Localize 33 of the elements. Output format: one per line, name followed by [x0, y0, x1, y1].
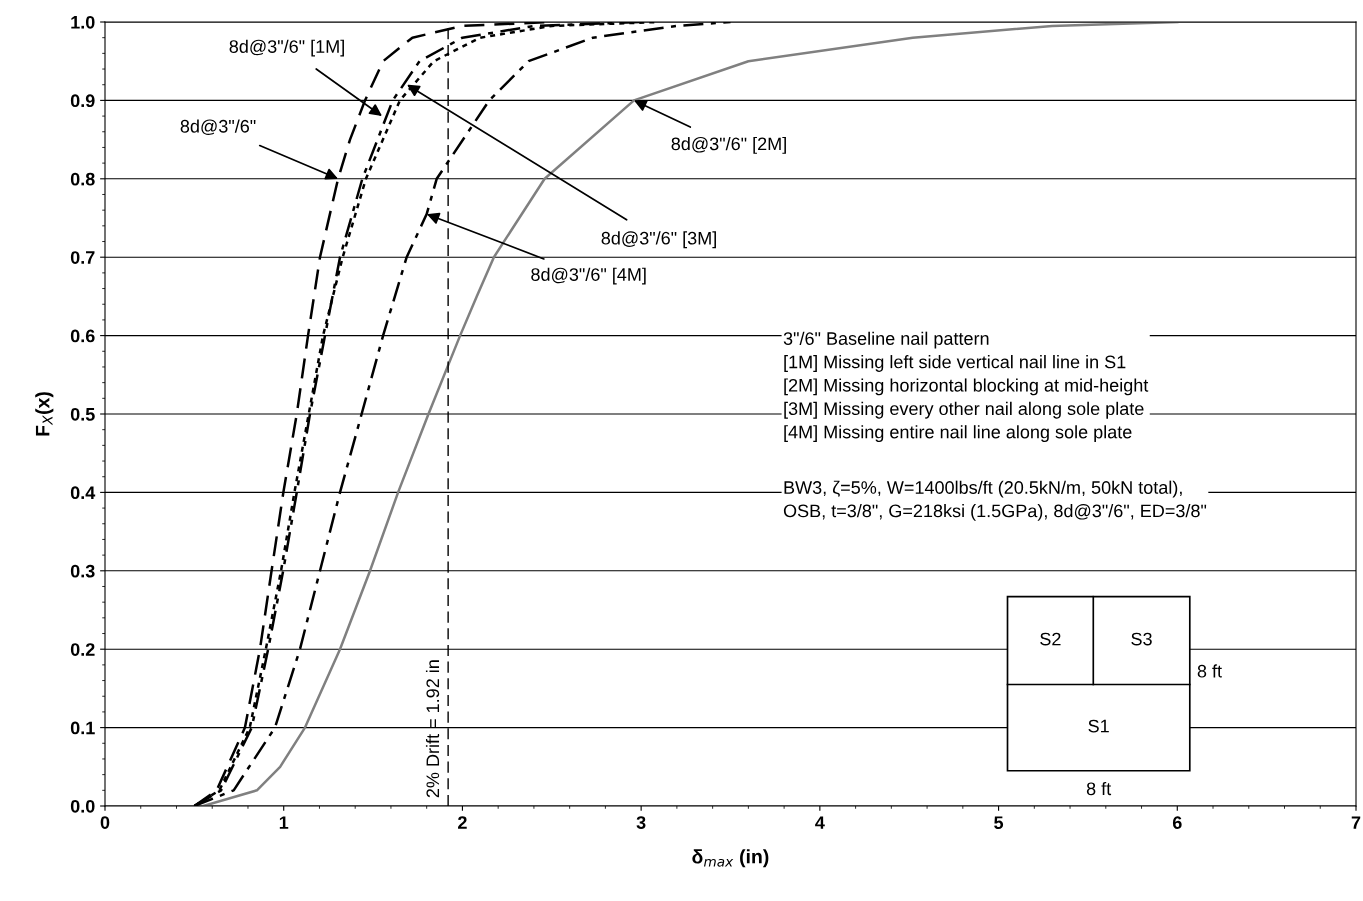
y-axis-title: F$_{X}$(x)	[35, 392, 54, 436]
annotation: 8d@3"/6" [1M]	[229, 39, 344, 57]
y-tick-label: 0.6	[70, 329, 95, 343]
y-tick-label: 0.1	[70, 721, 95, 735]
annotation: 3"/6" Baseline nail pattern [1M] Missing left side vertical nail line in S1 [2M] Missing horizontal blocking at mid-height [3M] Missing every other nail along sole plate [4M] Missing entire nail line along sole plate	[783, 331, 1149, 443]
x-tick-label: 0	[100, 816, 110, 829]
x-tick-label: 5	[994, 816, 1004, 829]
annotation: 8d@3"/6" [2M]	[671, 136, 786, 154]
annotation: S2	[1040, 632, 1061, 646]
y-tick-label: 0.5	[70, 407, 95, 421]
x-tick-label: 6	[1172, 816, 1182, 829]
annotation: S1	[1088, 719, 1109, 733]
annotation: 8 ft	[1086, 781, 1112, 796]
annotation: 8d@3"/6" [3M]	[601, 231, 716, 249]
x-tick-label: 1	[279, 816, 289, 829]
y-tick-label: 0.3	[70, 564, 95, 578]
y-tick-label: 0.0	[70, 799, 95, 813]
y-tick-label: 0.4	[70, 486, 96, 500]
y-tick-label: 0.8	[70, 172, 95, 186]
y-tick-label: 0.2	[70, 643, 95, 656]
x-tick-label: 2	[458, 816, 467, 829]
annotation: 8 ft	[1197, 664, 1222, 678]
x-tick-label: 3	[636, 816, 646, 830]
annotation: S3	[1131, 632, 1152, 646]
y-tick-label: 0.7	[70, 251, 95, 264]
annotation: 8d@3"/6" [4M]	[531, 267, 646, 285]
x-tick-label: 4	[815, 816, 825, 829]
x-tick-label: 7	[1351, 816, 1361, 829]
y-tick-label: 0.9	[70, 94, 95, 108]
annotation: 8d@3"/6"	[180, 119, 256, 135]
x-axis-title: δ$_{max}$ (in)	[692, 849, 769, 868]
annotation: BW3, ζ=5%, W=1400lbs/ft (20.5kN/m, 50kN total), OSB, t=3/8", G=218ksi (1.5GPa), 8d@3"/6", ED=3/8"	[783, 480, 1207, 521]
y-tick-label: 1.0	[71, 15, 95, 29]
